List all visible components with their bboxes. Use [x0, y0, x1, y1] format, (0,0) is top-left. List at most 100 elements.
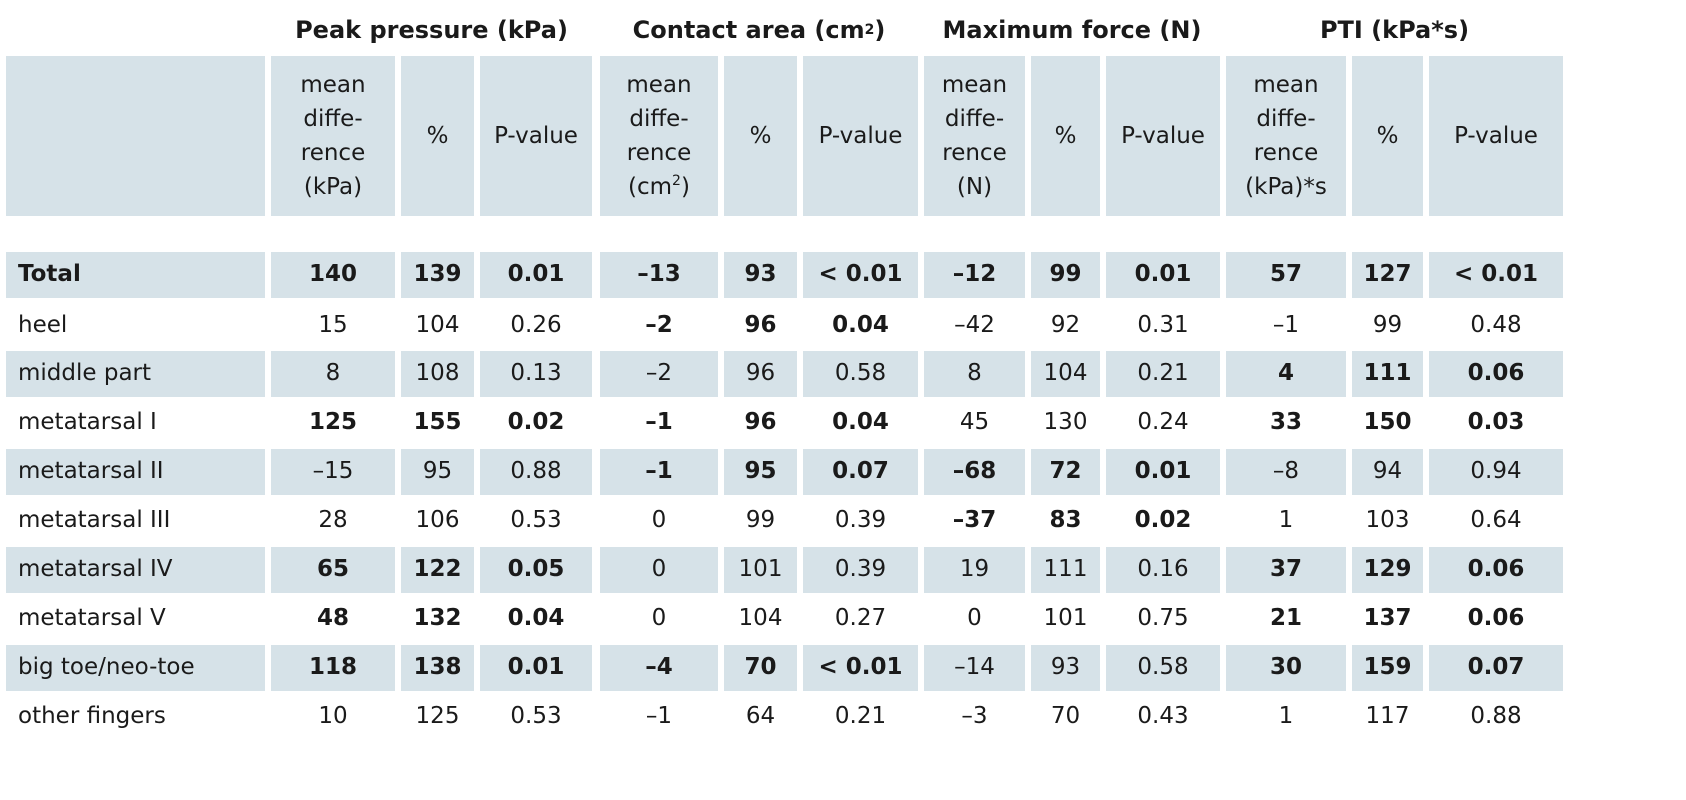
cell-value: 137	[1363, 605, 1412, 632]
row-label-text: metatarsal IV	[18, 556, 173, 583]
table-cell: 106	[401, 498, 474, 544]
cell-value: 0.03	[1467, 409, 1525, 436]
table-cell: 0.07	[1429, 645, 1563, 691]
column-header-line: diffe-	[1245, 102, 1327, 136]
table-cell: –14	[924, 645, 1025, 691]
table-cell: 0.58	[803, 351, 918, 397]
cell-value: 0.88	[510, 458, 562, 485]
column-header: P-value	[803, 56, 918, 216]
table-cell: 99	[1352, 303, 1423, 349]
cell-value: 104	[738, 605, 783, 632]
header-line-text: P-value	[494, 123, 578, 149]
header-line-text: mean	[300, 72, 366, 98]
column-header-line: (N)	[942, 170, 1007, 204]
column-header-line: P-value	[1454, 119, 1538, 153]
header-line-text: (cm	[628, 174, 673, 200]
table-cell: 0.21	[803, 694, 918, 740]
table-cell: 104	[401, 303, 474, 349]
cell-value: 99	[1049, 261, 1082, 288]
table-cell: 0.88	[480, 449, 592, 495]
column-header-line: rence	[1245, 136, 1327, 170]
table-cell: 21	[1226, 596, 1346, 642]
column-header-line: %	[1055, 119, 1077, 153]
table-cell: 95	[724, 449, 797, 495]
table-cell: 0.06	[1429, 351, 1563, 397]
cell-value: –37	[952, 507, 997, 534]
cell-value: 65	[316, 556, 349, 583]
column-header-line: %	[427, 119, 449, 153]
table-cell: 0.39	[803, 547, 918, 593]
row-label: big toe/neo-toe	[6, 645, 265, 691]
cell-value: 0.02	[507, 409, 565, 436]
cell-value: –2	[645, 360, 673, 387]
column-header: mean diffe-rence (kPa)*s	[1226, 56, 1346, 216]
row-label-text: heel	[18, 312, 68, 339]
cell-value: 1	[1278, 507, 1294, 534]
table-cell: 1	[1226, 498, 1346, 544]
cell-value: –2	[645, 312, 673, 339]
table-cell: 0.43	[1106, 694, 1220, 740]
table-cell: –1	[1226, 303, 1346, 349]
row-label-text: metatarsal III	[18, 507, 171, 534]
table-cell: < 0.01	[1429, 252, 1563, 298]
table-cell: 101	[724, 547, 797, 593]
cell-value: 108	[415, 360, 460, 387]
cell-value: 93	[1050, 654, 1081, 681]
column-header-text: mean diffe-rence (kPa)*s	[1245, 68, 1327, 204]
table-cell: 93	[1031, 645, 1100, 691]
cell-value: 132	[413, 605, 462, 632]
row-label: middle part	[6, 351, 265, 397]
table-cell: 70	[1031, 694, 1100, 740]
table-cell: –12	[924, 252, 1025, 298]
cell-value: 28	[318, 507, 348, 534]
cell-value: –13	[637, 261, 681, 288]
table-cell: 99	[1031, 252, 1100, 298]
table-cell: 72	[1031, 449, 1100, 495]
table-cell: 0.04	[803, 400, 918, 446]
cell-value: 0.21	[1137, 360, 1189, 387]
group-title-suffix: )	[874, 15, 886, 44]
header-line-text: rence	[942, 140, 1007, 166]
column-header-line: diffe-	[626, 102, 691, 136]
table-cell: 138	[401, 645, 474, 691]
cell-value: 95	[422, 458, 453, 485]
column-header: P-value	[1429, 56, 1563, 216]
table-cell: –1	[600, 694, 718, 740]
table-cell: 0.88	[1429, 694, 1563, 740]
row-label-text: metatarsal II	[18, 458, 164, 485]
table-cell: 103	[1352, 498, 1423, 544]
table-cell: 83	[1031, 498, 1100, 544]
table-cell: 96	[724, 303, 797, 349]
column-header-text: %	[1055, 119, 1077, 153]
cell-value: 72	[1049, 458, 1082, 485]
column-header-line: mean	[1245, 68, 1327, 102]
cell-value: 4	[1277, 360, 1294, 387]
column-header-line: (kPa)*s	[1245, 170, 1327, 204]
cell-value: 45	[959, 409, 990, 436]
cell-value: 0.01	[507, 261, 565, 288]
cell-value: 0.07	[832, 458, 889, 485]
column-header-line: (cm2)	[626, 170, 691, 204]
column-header-text: P-value	[494, 119, 578, 153]
cell-value: 0.39	[834, 507, 887, 534]
cell-value: 0.43	[1137, 703, 1189, 730]
table-cell: 0.53	[480, 498, 592, 544]
cell-value: 57	[1269, 261, 1302, 288]
table-cell: < 0.01	[803, 252, 918, 298]
table-cell: –8	[1226, 449, 1346, 495]
header-line-text: diffe-	[1256, 106, 1316, 132]
row-label: metatarsal IV	[6, 547, 265, 593]
cell-value: 0.06	[1467, 360, 1525, 387]
cell-value: –1	[645, 409, 673, 436]
cell-value: 0.01	[507, 654, 565, 681]
cell-value: 0.53	[510, 703, 562, 730]
cell-value: –4	[645, 654, 673, 681]
column-header: %	[1031, 56, 1100, 216]
row-label: metatarsal II	[6, 449, 265, 495]
table-cell: –2	[600, 303, 718, 349]
table-cell: 0.03	[1429, 400, 1563, 446]
table-cell: 0.06	[1429, 596, 1563, 642]
cell-value: 0.01	[1134, 261, 1192, 288]
table-cell: 0.02	[1106, 498, 1220, 544]
table-cell: 139	[401, 252, 474, 298]
